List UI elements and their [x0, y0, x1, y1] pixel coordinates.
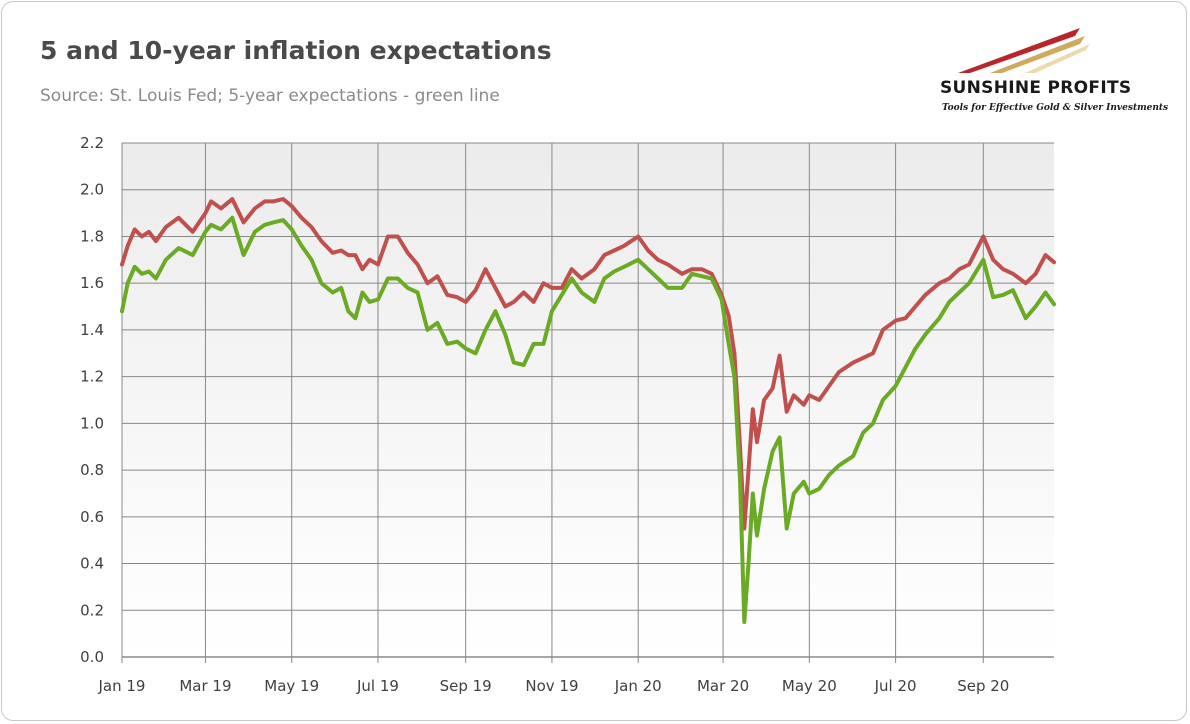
x-tick-label: Sep 20: [957, 677, 1009, 695]
y-tick-label: 0.0: [80, 648, 104, 666]
x-tick-label: Jan 19: [98, 677, 146, 695]
y-tick-label: 1.2: [80, 368, 104, 386]
x-tick-label: Jul 20: [874, 677, 917, 695]
logo-name: SUNSHINE PROFITS: [940, 78, 1132, 98]
x-tick-label: Nov 19: [525, 677, 578, 695]
series-line-five_year: [120, 215, 1056, 624]
y-tick-label: 2.0: [80, 181, 104, 199]
logo-tagline: Tools for Effective Gold & Silver Invest…: [942, 103, 1169, 113]
axis-layer: 0.0 0.2 0.4 0.6 0.8 1.0 1.2 1.4 1.6 1.8 2.0 2.2 Jan …: [80, 134, 1009, 695]
y-tick-label: 0.8: [80, 461, 104, 479]
x-tick-label: Jan 20: [614, 677, 662, 695]
y-tick-label: 1.8: [80, 227, 104, 245]
logo-swoosh-icon: [958, 28, 1090, 73]
x-tick-label: Sep 19: [440, 677, 492, 695]
y-tick-label: 1.6: [80, 274, 104, 292]
chart-title: 5 and 10-year inflation expectations: [40, 36, 552, 65]
plot-area: [122, 143, 1054, 657]
grid-layer: [121, 142, 1054, 663]
y-tick-label: 1.0: [80, 414, 104, 432]
y-tick-label: 0.6: [80, 508, 104, 526]
x-tick-label: Mar 20: [697, 677, 749, 695]
sunshine-profits-logo: SUNSHINE PROFITS Tools for Effective Gol…: [930, 18, 1170, 118]
x-tick-label: May 19: [264, 677, 319, 695]
series-line-ten_year: [120, 197, 1056, 531]
y-tick-label: 0.2: [80, 601, 104, 619]
y-tick-label: 0.4: [80, 555, 104, 573]
series-layer: [120, 197, 1056, 624]
x-tick-label: May 20: [782, 677, 837, 695]
y-tick-label: 1.4: [80, 321, 104, 339]
x-tick-label: Mar 19: [179, 677, 231, 695]
x-tick-label: Jul 19: [356, 677, 399, 695]
y-tick-label: 2.2: [80, 134, 104, 152]
chart-subtitle: Source: St. Louis Fed; 5-year expectatio…: [40, 86, 500, 106]
